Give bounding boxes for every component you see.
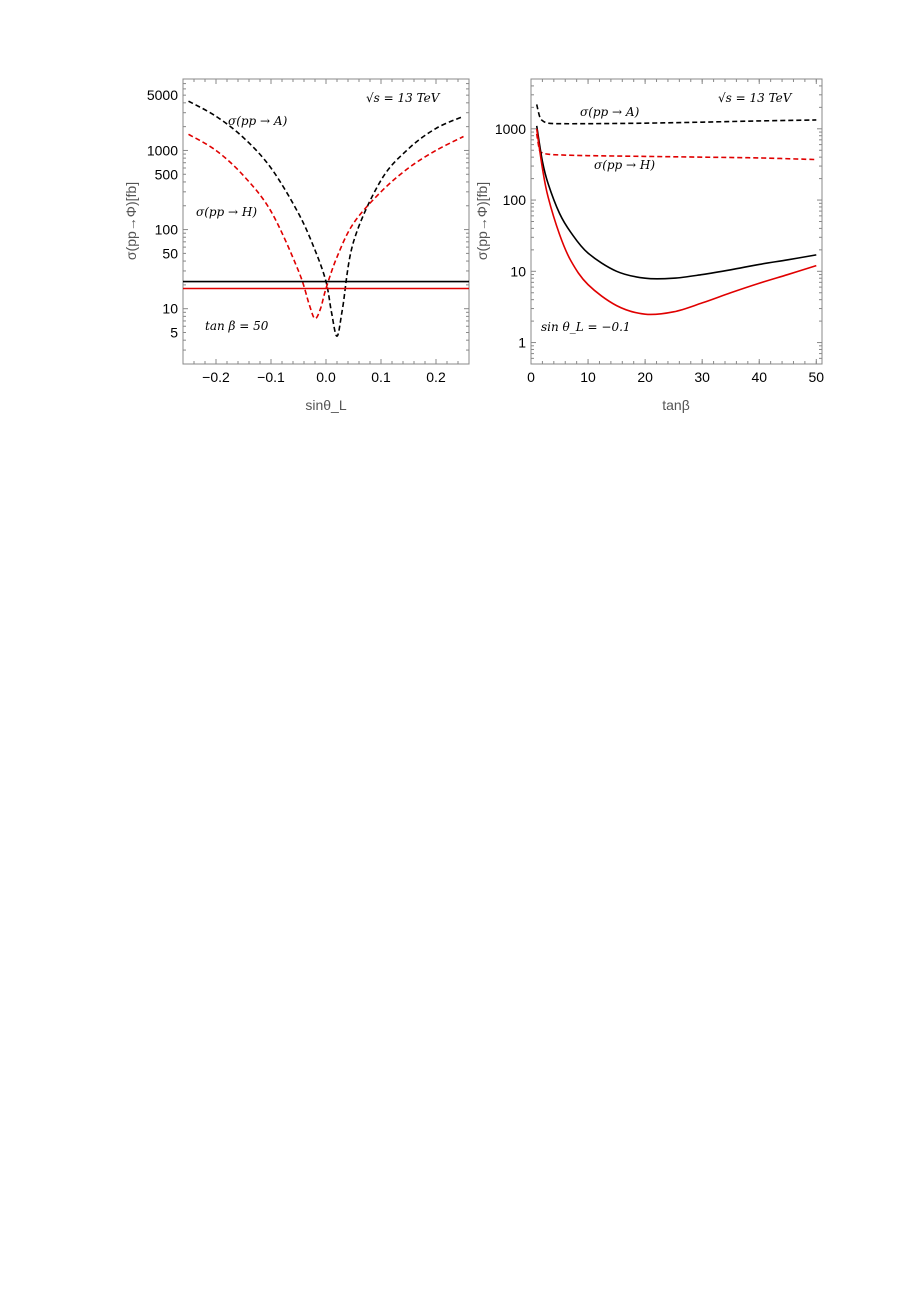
right-x-tick-label: 50	[809, 369, 825, 385]
right-x-tick-label: 20	[637, 369, 653, 385]
left-black-dashed-line	[188, 100, 464, 337]
left-x-tick-label: −0.1	[257, 369, 285, 385]
left-x-tick-labels: −0.2 −0.1 0.0 0.1 0.2	[202, 369, 446, 385]
left-x-tick-label: −0.2	[202, 369, 230, 385]
right-y-tick-label: 100	[503, 192, 527, 208]
left-plot-panel: −0.2 −0.1 0.0 0.1 0.2 5 10 50 100 500 1000 5000 si…	[123, 78, 470, 413]
left-y-tick-label: 1000	[147, 142, 178, 158]
right-red-solid-line	[535, 128, 817, 316]
left-x-axis-title: sinθ_L	[305, 397, 346, 413]
right-black-dashed-line	[535, 104, 817, 125]
right-series-group	[535, 104, 817, 316]
right-x-tick-label: 40	[751, 369, 767, 385]
left-y-axis-title: σ(pp→Φ)[fb]	[123, 182, 139, 260]
left-annotation-sigma-a: σ(pp → A)	[228, 114, 288, 128]
right-x-tick-label: 0	[527, 369, 535, 385]
right-y-axis-title: σ(pp→Φ)[fb]	[474, 182, 490, 260]
left-x-tick-label: 0.1	[371, 369, 391, 385]
left-series-group	[182, 100, 469, 337]
right-annotation-energy: √s = 13 TeV	[718, 91, 793, 105]
right-y-tick-labels: 1 10 100 1000	[495, 121, 526, 351]
right-x-axis-title: tanβ	[662, 397, 690, 413]
right-annotation-sigma-h: σ(pp → H)	[594, 158, 655, 172]
left-y-tick-label: 500	[155, 166, 179, 182]
left-annotation-tanbeta: tan β = 50	[205, 319, 269, 333]
right-x-tick-label: 30	[694, 369, 710, 385]
right-red-dashed-line	[535, 133, 817, 161]
left-x-tick-label: 0.0	[316, 369, 336, 385]
right-tick-marks	[530, 78, 822, 365]
left-tick-marks	[182, 78, 470, 365]
left-y-tick-label: 50	[162, 245, 178, 261]
right-x-tick-label: 10	[580, 369, 596, 385]
left-annotation-energy: √s = 13 TeV	[366, 91, 441, 105]
right-y-tick-label: 1000	[495, 121, 526, 137]
right-annotation-sigma-a: σ(pp → A)	[580, 105, 640, 119]
right-y-tick-label: 1	[518, 335, 526, 351]
left-y-tick-labels: 5 10 50 100 500 1000 5000	[147, 87, 178, 340]
right-black-solid-line	[535, 125, 817, 280]
left-y-tick-label: 5000	[147, 87, 178, 103]
left-y-tick-label: 100	[155, 222, 179, 238]
left-x-tick-label: 0.2	[426, 369, 446, 385]
left-y-tick-label: 5	[170, 325, 178, 341]
right-y-tick-label: 10	[510, 263, 526, 279]
right-annotation-sintheta: sin θ_L = −0.1	[541, 320, 631, 334]
left-y-tick-label: 10	[162, 301, 178, 317]
left-red-dashed-line	[188, 133, 464, 320]
left-annotation-sigma-h: σ(pp → H)	[196, 205, 257, 219]
right-x-tick-labels: 0 10 20 30 40 50	[527, 369, 824, 385]
